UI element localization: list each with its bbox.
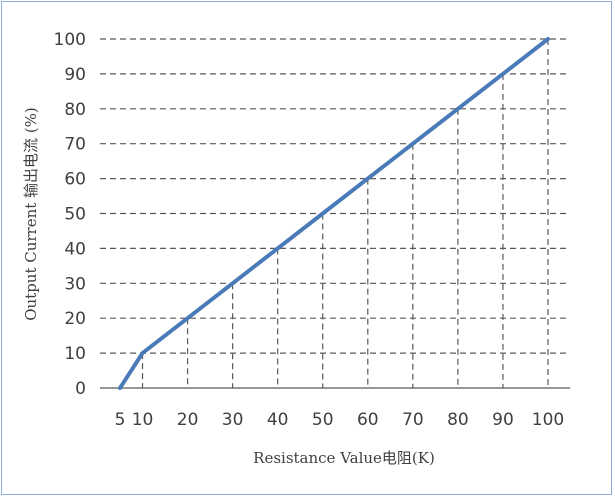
x-tick-label-100: 100 (532, 410, 564, 430)
y-tick-label-80: 80 (64, 100, 86, 120)
y-tick-label-30: 30 (64, 274, 86, 294)
y-tick-label-70: 70 (64, 135, 86, 155)
x-axis-ticks: 5 10 20 30 40 50 60 70 80 90 100 (115, 410, 565, 430)
y-tick-label-20: 20 (64, 309, 86, 329)
x-tick-label-60: 60 (357, 410, 379, 430)
y-tick-label-60: 60 (64, 170, 86, 190)
horizontal-gridlines (100, 38, 570, 389)
y-axis-title: Output Current 输出电流 (%) (22, 107, 40, 321)
y-tick-label-100: 100 (54, 30, 86, 50)
y-tick-label-10: 10 (64, 344, 86, 364)
y-tick-label-0: 0 (75, 379, 86, 399)
x-tick-label-50: 50 (312, 410, 334, 430)
x-tick-label-20: 20 (177, 410, 199, 430)
x-tick-label-10: 10 (132, 410, 154, 430)
y-tick-label-50: 50 (64, 205, 86, 225)
x-tick-label-5: 5 (115, 410, 126, 430)
series-line-0 (118, 37, 550, 390)
series-layer (118, 37, 550, 390)
x-tick-label-70: 70 (402, 410, 424, 430)
x-tick-label-90: 90 (492, 410, 514, 430)
x-tick-label-40: 40 (267, 410, 289, 430)
y-tick-label-90: 90 (64, 65, 86, 85)
vertical-droplines (141, 39, 549, 388)
y-axis-ticks: 0 10 20 30 40 50 60 70 80 90 100 (54, 30, 86, 399)
x-axis-title: Resistance Value电阻(K) (253, 449, 435, 467)
x-tick-label-30: 30 (222, 410, 244, 430)
y-tick-label-40: 40 (64, 239, 86, 259)
x-tick-label-80: 80 (447, 410, 469, 430)
